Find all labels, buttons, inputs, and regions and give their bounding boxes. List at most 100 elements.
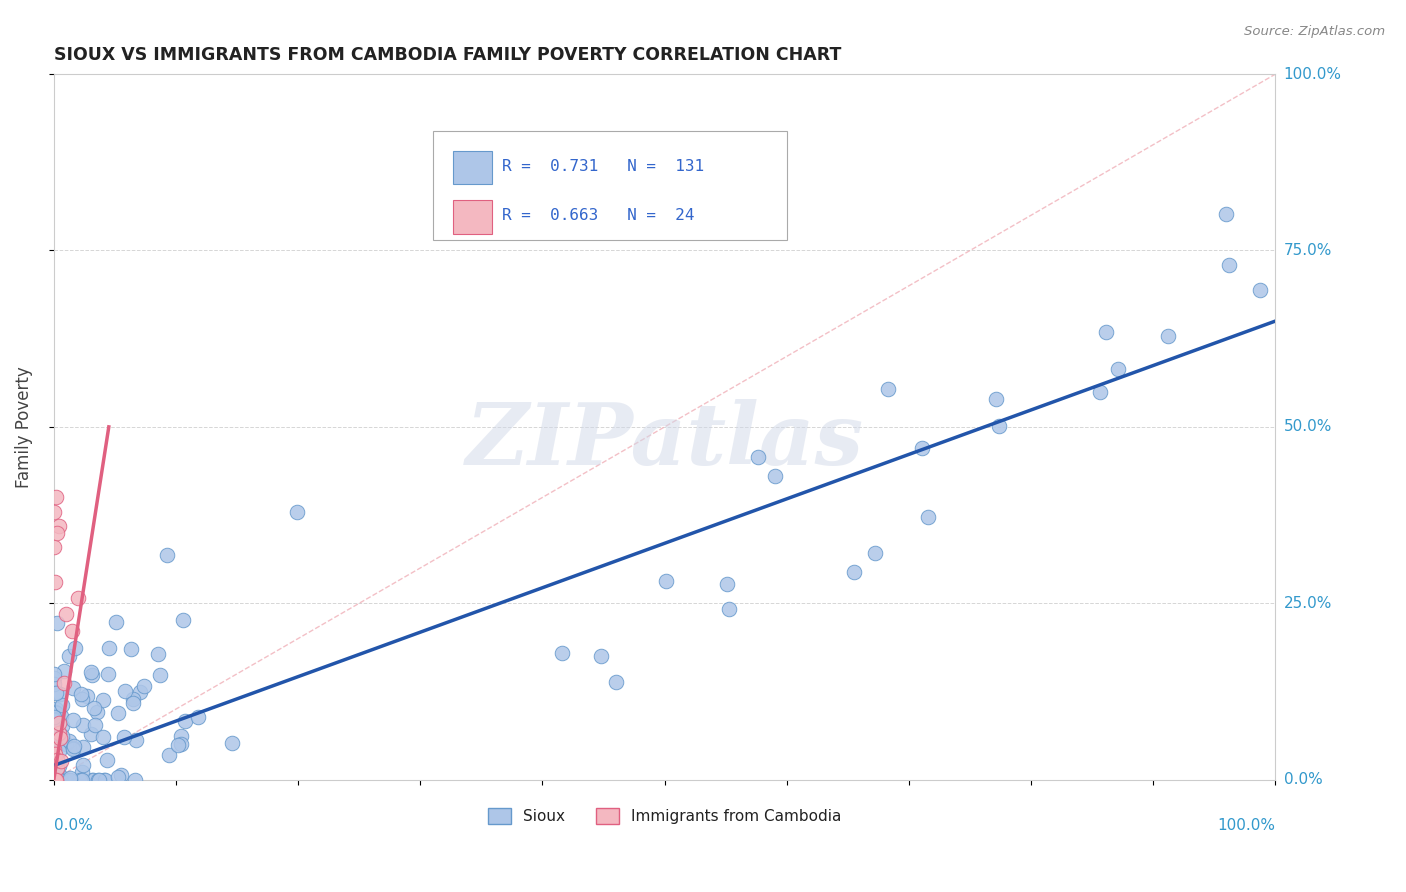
Point — [96, 753, 118, 767]
Point — [48, 772, 70, 787]
Point — [104, 615, 127, 630]
Point — [67, 591, 90, 605]
Point — [48, 726, 70, 740]
Point — [132, 680, 155, 694]
Point — [121, 696, 143, 710]
Text: 75.0%: 75.0% — [1284, 243, 1331, 258]
Point — [877, 382, 900, 396]
Point — [46, 771, 69, 785]
Point — [93, 772, 115, 787]
Legend: Sioux, Immigrants from Cambodia: Sioux, Immigrants from Cambodia — [481, 801, 849, 832]
Point — [1107, 362, 1129, 376]
Point — [110, 768, 132, 782]
Text: 0.0%: 0.0% — [53, 819, 93, 833]
Point — [48, 772, 70, 787]
Point — [80, 665, 103, 679]
Point — [46, 724, 69, 739]
Point — [44, 702, 66, 716]
Point — [55, 737, 77, 751]
Point — [89, 772, 111, 787]
Point — [42, 772, 65, 787]
Point — [107, 771, 129, 785]
Text: 100.0%: 100.0% — [1218, 819, 1275, 833]
Point — [44, 756, 66, 770]
Point — [1088, 384, 1111, 399]
Point — [80, 726, 103, 740]
Point — [42, 738, 65, 752]
Point — [42, 672, 65, 686]
Point — [56, 772, 79, 787]
Point — [911, 441, 934, 455]
Point — [120, 642, 142, 657]
Point — [45, 706, 67, 720]
Point — [42, 772, 65, 787]
Point — [45, 772, 67, 787]
Point — [45, 491, 67, 505]
Point — [58, 648, 80, 663]
Point — [44, 676, 66, 690]
Point — [763, 469, 786, 483]
Point — [174, 714, 197, 728]
Text: Source: ZipAtlas.com: Source: ZipAtlas.com — [1244, 25, 1385, 38]
Point — [55, 607, 77, 621]
Point — [45, 772, 67, 787]
Y-axis label: Family Poverty: Family Poverty — [15, 366, 32, 488]
Point — [63, 739, 86, 753]
Point — [59, 772, 82, 787]
Point — [42, 731, 65, 746]
Point — [146, 647, 169, 661]
Point — [42, 772, 65, 787]
Point — [70, 692, 93, 706]
Point — [97, 666, 120, 681]
Point — [49, 731, 72, 746]
Point — [45, 772, 67, 787]
Point — [42, 712, 65, 726]
Point — [718, 602, 741, 616]
Point — [70, 765, 93, 780]
Point — [69, 772, 91, 787]
Point — [58, 772, 80, 787]
Point — [984, 392, 1007, 407]
Point — [42, 710, 65, 724]
Point — [48, 772, 70, 787]
Point — [46, 720, 69, 734]
Point — [44, 742, 66, 756]
Point — [1218, 258, 1240, 272]
Point — [44, 772, 66, 787]
Point — [46, 772, 69, 787]
Point — [80, 668, 103, 682]
Point — [70, 772, 93, 787]
Point — [1249, 283, 1271, 297]
Point — [48, 772, 70, 787]
Point — [48, 518, 70, 533]
Point — [46, 761, 69, 775]
Point — [44, 772, 66, 787]
Point — [654, 574, 676, 588]
Point — [114, 684, 136, 698]
Point — [58, 734, 80, 748]
Point — [44, 772, 66, 787]
Point — [51, 730, 73, 744]
Point — [48, 743, 70, 757]
Point — [107, 706, 129, 720]
Point — [716, 577, 738, 591]
Point — [124, 772, 146, 787]
Point — [48, 716, 70, 731]
Point — [72, 717, 94, 731]
Point — [44, 714, 66, 728]
Point — [62, 741, 84, 756]
Point — [42, 540, 65, 554]
Point — [51, 709, 73, 723]
Point — [98, 641, 121, 656]
Point — [1156, 329, 1178, 343]
Point — [53, 664, 76, 678]
Point — [917, 510, 939, 524]
Point — [129, 685, 152, 699]
Point — [72, 739, 94, 754]
Point — [44, 747, 66, 762]
Point — [80, 772, 103, 787]
Point — [65, 640, 87, 655]
Point — [62, 681, 84, 695]
Point — [42, 667, 65, 681]
Text: R =  0.731   N =  131: R = 0.731 N = 131 — [502, 160, 704, 174]
